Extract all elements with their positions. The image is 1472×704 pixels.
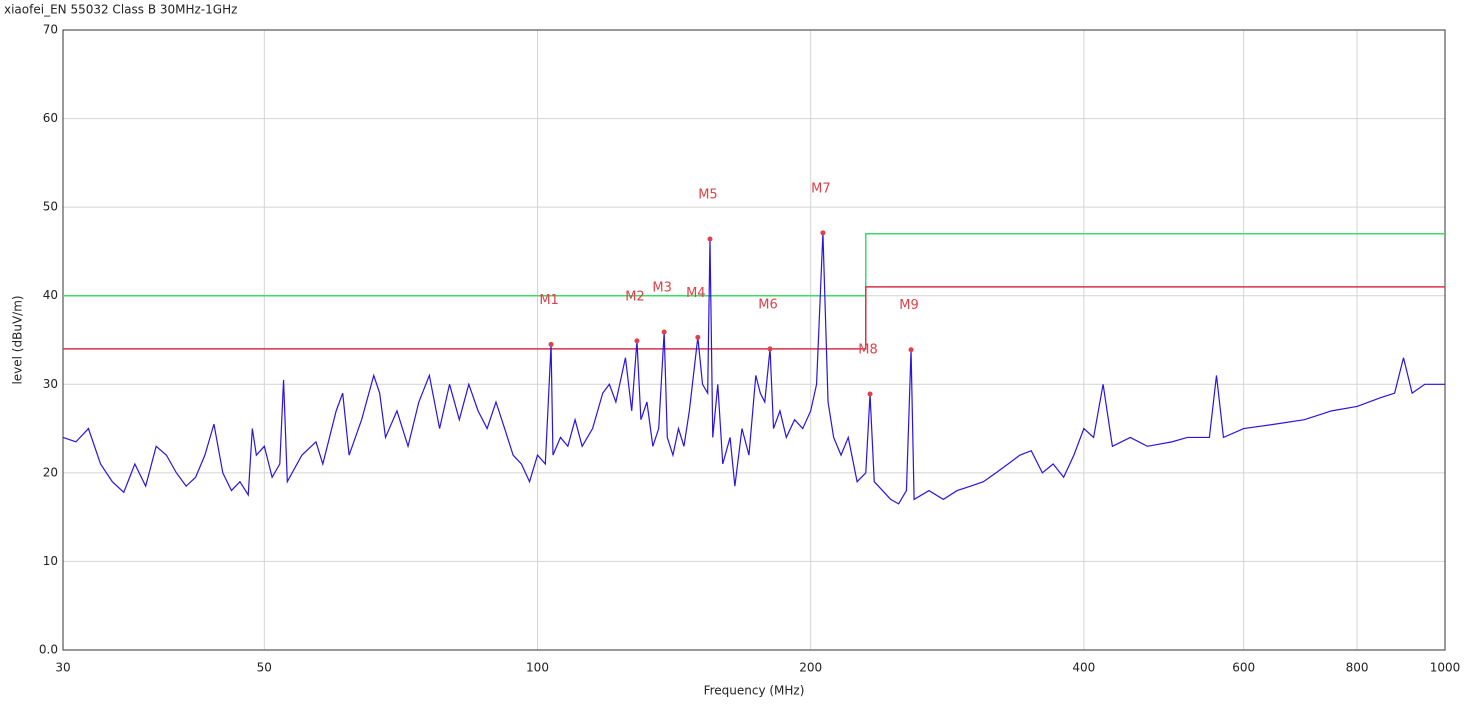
x-tick-label: 100 — [526, 661, 549, 675]
x-tick-label: 1000 — [1430, 661, 1461, 675]
limit-line — [63, 286, 1445, 350]
marker-dot — [707, 236, 713, 242]
x-tick-label: 200 — [799, 661, 822, 675]
x-tick-label: 400 — [1072, 661, 1095, 675]
x-tick-label: 30 — [55, 661, 70, 675]
marker-label: M6 — [758, 297, 778, 312]
marker-dot — [820, 230, 826, 236]
y-tick-label: 30 — [43, 377, 58, 391]
marker-label: M9 — [899, 298, 919, 313]
marker-label: M2 — [625, 289, 645, 304]
x-tick-label: 800 — [1346, 661, 1369, 675]
marker-dot — [767, 346, 773, 352]
x-axis-label: Frequency (MHz) — [704, 684, 805, 698]
plot-frame — [62, 29, 1446, 651]
y-tick-label: 20 — [43, 465, 58, 479]
y-axis-label: level (dBuV/m) — [11, 295, 25, 384]
y-tick-label: 50 — [43, 200, 58, 214]
y-tick-label: 0.0 — [39, 643, 58, 657]
marker-label: M5 — [698, 188, 718, 203]
chart-title: xiaofei_EN 55032 Class B 30MHz-1GHz — [4, 3, 237, 17]
marker-label: M4 — [686, 286, 706, 301]
marker-dot — [695, 334, 701, 340]
marker-dot — [548, 341, 554, 347]
marker-label: M3 — [652, 281, 672, 296]
x-tick-label: 50 — [257, 661, 272, 675]
marker-dot — [908, 347, 914, 353]
limit-line — [63, 232, 1445, 297]
spectrum-trace — [62, 232, 1445, 505]
marker-label: M1 — [539, 293, 559, 308]
marker-dot — [634, 338, 640, 344]
y-tick-label: 10 — [43, 554, 58, 568]
marker-label: M8 — [858, 343, 878, 358]
y-tick-label: 40 — [43, 288, 58, 302]
marker-label: M7 — [811, 181, 831, 196]
marker-dot — [661, 329, 667, 335]
x-tick-label: 600 — [1232, 661, 1255, 675]
y-tick-label: 60 — [43, 111, 58, 125]
y-tick-label: 70 — [43, 23, 58, 37]
marker-dot — [867, 391, 873, 397]
